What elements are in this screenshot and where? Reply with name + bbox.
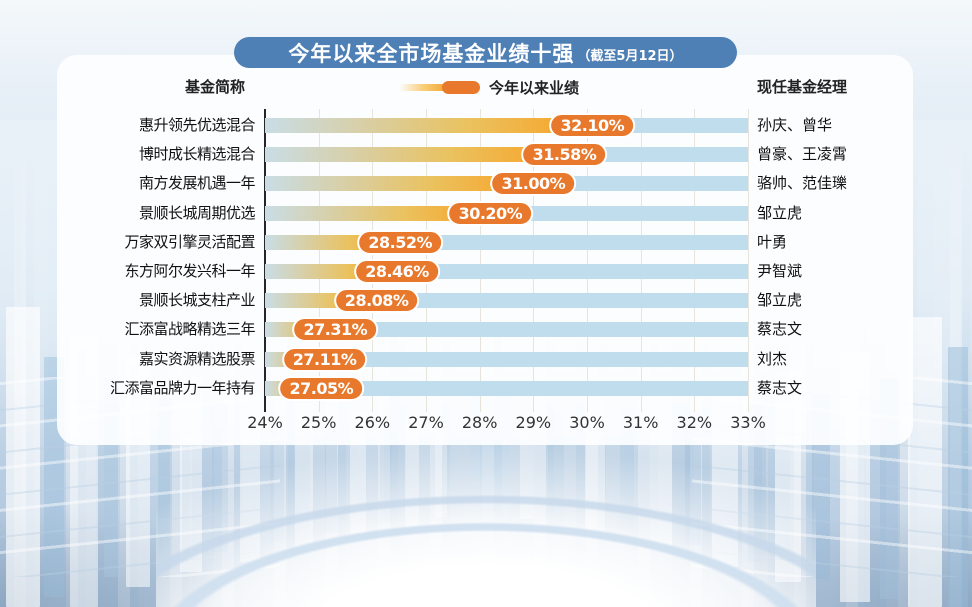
value-pill: 28.52%: [357, 229, 444, 255]
fund-name: 汇添富战略精选三年: [124, 320, 255, 339]
chart-title: 今年以来全市场基金业绩十强: [288, 41, 575, 66]
manager-name: 曾豪、王凌霄: [757, 145, 848, 164]
manager-name: 骆帅、范佳瓅: [757, 174, 848, 193]
fund-name: 东方阿尔发兴科一年: [124, 262, 255, 280]
manager-name: 刘杰: [757, 349, 788, 368]
x-tick-label: 28%: [461, 413, 498, 432]
x-tick-label: 25%: [300, 413, 337, 432]
manager-name: 邹立虎: [757, 291, 803, 310]
bar-track: [265, 322, 748, 338]
gridline: [479, 109, 481, 412]
chart-row: 南方发展机遇一年 31.00% 骆帅、范佳瓅: [57, 169, 913, 198]
chart-row: 东方阿尔发兴科一年 28.46% 尹智斌: [57, 257, 913, 286]
value-pill: 31.00%: [490, 171, 577, 197]
x-tick-label: 26%: [354, 413, 391, 432]
manager-name: 尹智斌: [757, 262, 803, 280]
column-header-fund: 基金简称: [184, 78, 245, 96]
gridline: [748, 109, 749, 412]
column-header-manager: 现任基金经理: [757, 78, 848, 96]
value-pill: 27.31%: [292, 317, 379, 343]
fund-name: 南方发展机遇一年: [138, 174, 256, 193]
y-axis-line: [264, 109, 266, 412]
value-pill: 28.46%: [354, 259, 440, 284]
building-shape: [908, 317, 942, 607]
fund-name: 汇添富品牌力一年持有: [109, 378, 256, 397]
chart-row: 汇添富战略精选三年 27.31% 蔡志文: [57, 315, 913, 344]
gridline: [533, 109, 535, 412]
value-pill: 31.58%: [521, 142, 608, 168]
chart-row: 惠升领先优选混合 32.10% 孙庆、曾华: [57, 111, 913, 140]
manager-name: 孙庆、曾华: [757, 116, 833, 134]
bar-chart: 惠升领先优选混合 32.10% 孙庆、曾华 博时成长精选混合 31.58% 曾豪…: [57, 109, 913, 439]
fund-name: 景顺长城周期优选: [138, 203, 256, 222]
chart-row: 景顺长城支柱产业 28.08% 邹立虎: [57, 286, 913, 315]
chart-row: 万家双引擎灵活配置 28.52% 叶勇: [57, 228, 913, 257]
legend-label: 今年以来业绩: [489, 78, 580, 97]
bar: [265, 147, 565, 163]
legend: 今年以来业绩: [399, 78, 580, 97]
manager-name: 蔡志文: [757, 378, 803, 397]
gridline: [640, 109, 642, 412]
fund-name: 景顺长城支柱产业: [138, 291, 256, 310]
legend-pill-icon: [442, 80, 480, 94]
chart-row: 景顺长城周期优选 30.20% 邹立虎: [57, 199, 913, 228]
value-pill: 32.10%: [549, 113, 636, 138]
value-pill: 28.08%: [333, 288, 420, 314]
chart-title-note: （截至5月12日）: [577, 48, 683, 64]
bar-track: [265, 351, 748, 367]
bar-track: [265, 380, 748, 396]
value-pill: 30.20%: [447, 200, 534, 226]
x-tick-label: 27%: [408, 413, 444, 432]
x-tick-label: 32%: [676, 413, 713, 432]
chart-row: 汇添富品牌力一年持有 27.05% 蔡志文: [57, 374, 913, 403]
value-pill: 27.05%: [278, 375, 365, 401]
gridline: [694, 109, 696, 412]
x-tick-label: 24%: [247, 413, 283, 432]
gridline: [587, 109, 588, 412]
fund-name: 惠升领先优选混合: [138, 116, 256, 134]
chart-row: 博时成长精选混合 31.58% 曾豪、王凌霄: [57, 140, 913, 169]
x-tick-label: 29%: [515, 413, 552, 432]
building-shape: [948, 347, 968, 607]
fund-name: 万家双引擎灵活配置: [124, 232, 255, 251]
x-tick-label: 33%: [730, 413, 766, 432]
x-tick-label: 31%: [622, 413, 659, 432]
manager-name: 邹立虎: [757, 203, 803, 222]
bar: [265, 176, 534, 192]
gridline: [318, 109, 320, 412]
bar: [265, 118, 593, 133]
building-shape: [6, 307, 40, 607]
manager-name: 蔡志文: [757, 320, 803, 339]
fund-name: 嘉实资源精选股票: [138, 349, 256, 368]
value-pill: 27.11%: [281, 346, 368, 372]
x-tick-label: 30%: [569, 413, 605, 432]
chart-row: 嘉实资源精选股票 27.11% 刘杰: [57, 345, 913, 374]
legend-bar-gradient-icon: [399, 83, 445, 91]
manager-name: 叶勇: [757, 232, 788, 251]
fund-name: 博时成长精选混合: [138, 145, 256, 164]
bar: [265, 205, 491, 221]
chart-title-banner: 今年以来全市场基金业绩十强 （截至5月12日）: [234, 37, 737, 68]
